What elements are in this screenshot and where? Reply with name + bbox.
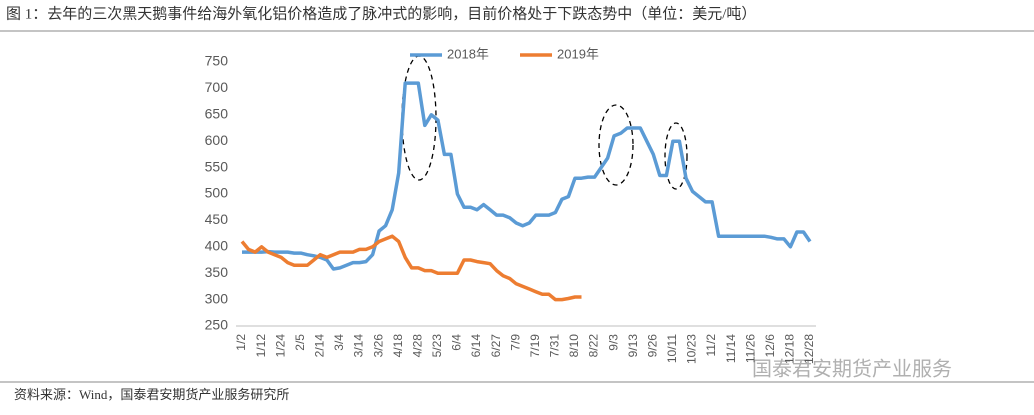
- x-tick-label: 4/18: [391, 334, 405, 358]
- x-tick-label: 2/14: [313, 334, 327, 358]
- x-tick-label: 9/26: [645, 334, 659, 358]
- x-tick-label: 6/14: [469, 334, 483, 358]
- x-tick-label: 2/5: [293, 334, 307, 351]
- source-note: 资料来源：Wind，国泰君安期货产业服务研究所: [14, 387, 289, 402]
- y-tick-label: 600: [205, 132, 229, 148]
- x-tick-label: 6/4: [450, 334, 464, 351]
- x-tick-label: 7/19: [528, 334, 542, 358]
- watermark: 国泰君安期货产业服务: [752, 357, 952, 381]
- x-tick-label: 6/27: [489, 334, 503, 358]
- ellipse: [598, 104, 634, 186]
- y-tick-label: 450: [205, 211, 229, 227]
- x-tick-label: 9/13: [626, 334, 640, 358]
- x-tick-label: 12/18: [783, 334, 797, 364]
- legend-label: 2018年: [447, 46, 489, 61]
- x-tick-label: 11/26: [743, 334, 757, 363]
- y-tick-label: 300: [205, 290, 229, 306]
- annotation-ellipses: [401, 55, 688, 190]
- x-tick-label: 12/6: [763, 334, 777, 358]
- y-tick-label: 350: [205, 264, 229, 280]
- x-tick-label: 12/28: [802, 334, 816, 364]
- x-tick-label: 3/4: [332, 334, 346, 351]
- x-tick-label: 8/10: [567, 334, 581, 358]
- x-tick-label: 9/3: [606, 334, 620, 351]
- x-tick-label: 8/22: [587, 334, 601, 358]
- series-line: [242, 81, 812, 271]
- legend-label: 2019年: [557, 46, 599, 61]
- x-tick-label: 7/9: [508, 334, 522, 351]
- y-tick-label: 250: [205, 317, 229, 333]
- x-tick-label: 3/14: [352, 334, 366, 358]
- x-tick-label: 7/31: [548, 334, 562, 358]
- x-tick-label: 1/12: [254, 334, 268, 358]
- y-tick-label: 650: [205, 106, 229, 122]
- x-tick-label: 1/24: [273, 334, 287, 358]
- chart-title: 图 1：去年的三次黑天鹅事件给海外氧化铝价格造成了脉冲式的影响，目前价格处于下跌…: [6, 5, 756, 22]
- x-tick-label: 11/2: [704, 334, 718, 357]
- x-tick-label: 1/2: [234, 334, 248, 351]
- x-tick-label: 10/11: [665, 334, 679, 363]
- x-tick-label: 11/14: [724, 334, 738, 363]
- y-tick-label: 750: [205, 53, 229, 69]
- y-tick-label: 700: [205, 79, 229, 95]
- x-tick-label: 3/26: [371, 334, 385, 358]
- y-tick-label: 500: [205, 185, 229, 201]
- ellipse: [664, 122, 688, 190]
- x-tick-label: 10/23: [685, 334, 699, 364]
- y-tick-label: 550: [205, 158, 229, 174]
- x-tick-label: 4/28: [410, 334, 424, 358]
- series-line: [240, 234, 582, 302]
- y-tick-label: 400: [205, 238, 229, 254]
- x-tick-label: 5/23: [430, 334, 444, 358]
